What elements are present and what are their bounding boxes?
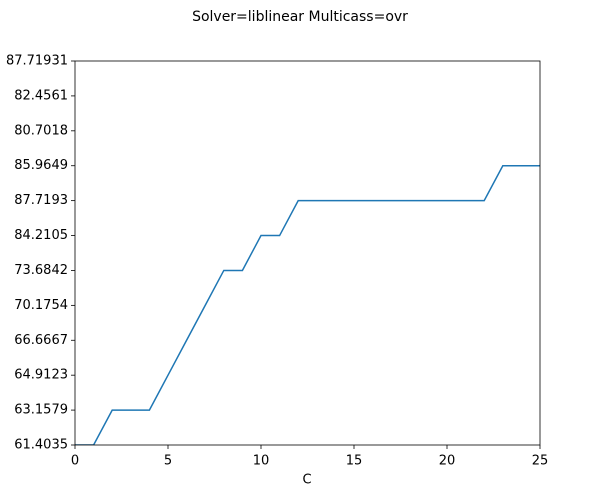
y-tick-label: 70.1754 [14, 298, 68, 313]
x-tick-label: 10 [253, 454, 270, 469]
y-tick-label: 61.4035 [14, 438, 68, 453]
data-line [75, 164, 540, 445]
x-tick-label: 20 [439, 454, 456, 469]
x-tick-label: 15 [346, 454, 363, 469]
y-tick-label: 85.9649 [14, 158, 68, 173]
plot-frame [74, 60, 541, 446]
chart-title: Solver=liblinear Multicass=ovr [192, 9, 408, 25]
y-tick-label: 84.2105 [14, 228, 68, 243]
x-tick-label: 0 [71, 454, 79, 469]
y-tick-label: 87.7193 [14, 193, 68, 208]
y-tick-label: 80.7018 [14, 123, 68, 138]
x-tick-label: 25 [532, 454, 549, 469]
y-tick-label: 64.9123 [14, 368, 68, 383]
y-tick-label: 66.6667 [14, 333, 68, 348]
y-tick-label: 63.1579 [14, 403, 68, 418]
y-tick-label: 73.6842 [14, 263, 68, 278]
y-tick-label: 87.71931 [6, 54, 68, 69]
y-tick-label: 82.4561 [14, 88, 68, 103]
x-axis-label: C [302, 473, 311, 488]
x-tick-label: 5 [164, 454, 172, 469]
